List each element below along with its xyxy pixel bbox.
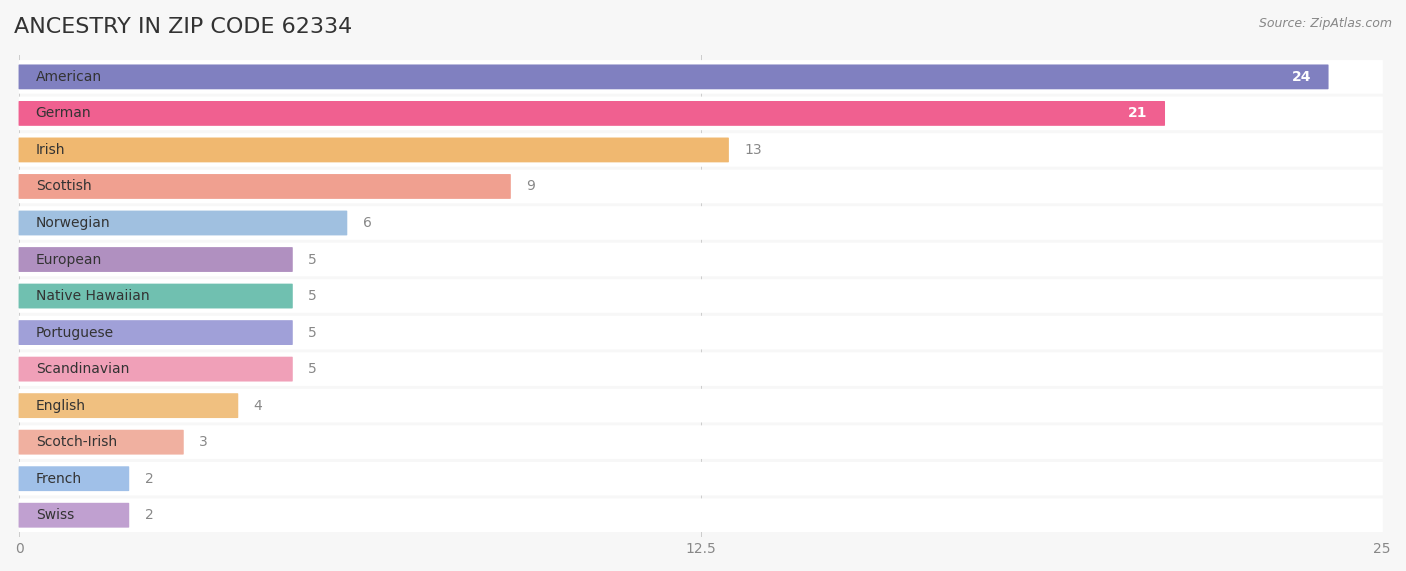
- FancyBboxPatch shape: [18, 284, 292, 308]
- FancyBboxPatch shape: [18, 133, 1382, 167]
- Text: 13: 13: [744, 143, 762, 157]
- Text: 24: 24: [1292, 70, 1312, 84]
- Text: American: American: [35, 70, 101, 84]
- Text: 5: 5: [308, 289, 318, 303]
- FancyBboxPatch shape: [18, 425, 1382, 459]
- Text: English: English: [35, 399, 86, 413]
- FancyBboxPatch shape: [18, 393, 238, 418]
- FancyBboxPatch shape: [18, 462, 1382, 496]
- FancyBboxPatch shape: [18, 389, 1382, 423]
- FancyBboxPatch shape: [18, 503, 129, 528]
- Text: European: European: [35, 252, 103, 267]
- Text: 3: 3: [200, 435, 208, 449]
- Text: 6: 6: [363, 216, 371, 230]
- FancyBboxPatch shape: [18, 430, 184, 455]
- Text: French: French: [35, 472, 82, 486]
- FancyBboxPatch shape: [18, 170, 1382, 203]
- Text: Irish: Irish: [35, 143, 65, 157]
- Text: 2: 2: [145, 472, 153, 486]
- Text: 9: 9: [526, 179, 536, 194]
- Text: 5: 5: [308, 252, 318, 267]
- FancyBboxPatch shape: [18, 467, 129, 491]
- Text: Portuguese: Portuguese: [35, 325, 114, 340]
- FancyBboxPatch shape: [18, 60, 1382, 94]
- Text: 2: 2: [145, 508, 153, 522]
- FancyBboxPatch shape: [18, 352, 1382, 386]
- FancyBboxPatch shape: [18, 65, 1329, 89]
- FancyBboxPatch shape: [18, 206, 1382, 240]
- Text: 4: 4: [254, 399, 263, 413]
- Text: 5: 5: [308, 325, 318, 340]
- FancyBboxPatch shape: [18, 316, 1382, 349]
- Text: ANCESTRY IN ZIP CODE 62334: ANCESTRY IN ZIP CODE 62334: [14, 17, 353, 37]
- FancyBboxPatch shape: [18, 279, 1382, 313]
- FancyBboxPatch shape: [18, 96, 1382, 130]
- Text: Native Hawaiian: Native Hawaiian: [35, 289, 149, 303]
- Text: 5: 5: [308, 362, 318, 376]
- FancyBboxPatch shape: [18, 498, 1382, 532]
- FancyBboxPatch shape: [18, 211, 347, 235]
- FancyBboxPatch shape: [18, 247, 292, 272]
- FancyBboxPatch shape: [18, 357, 292, 381]
- FancyBboxPatch shape: [18, 101, 1166, 126]
- Text: Norwegian: Norwegian: [35, 216, 110, 230]
- Text: Scotch-Irish: Scotch-Irish: [35, 435, 117, 449]
- FancyBboxPatch shape: [18, 138, 728, 162]
- Text: 21: 21: [1129, 106, 1147, 120]
- Text: German: German: [35, 106, 91, 120]
- Text: Scottish: Scottish: [35, 179, 91, 194]
- FancyBboxPatch shape: [18, 243, 1382, 276]
- FancyBboxPatch shape: [18, 174, 510, 199]
- Text: Source: ZipAtlas.com: Source: ZipAtlas.com: [1258, 17, 1392, 30]
- Text: Swiss: Swiss: [35, 508, 75, 522]
- FancyBboxPatch shape: [18, 320, 292, 345]
- Text: Scandinavian: Scandinavian: [35, 362, 129, 376]
